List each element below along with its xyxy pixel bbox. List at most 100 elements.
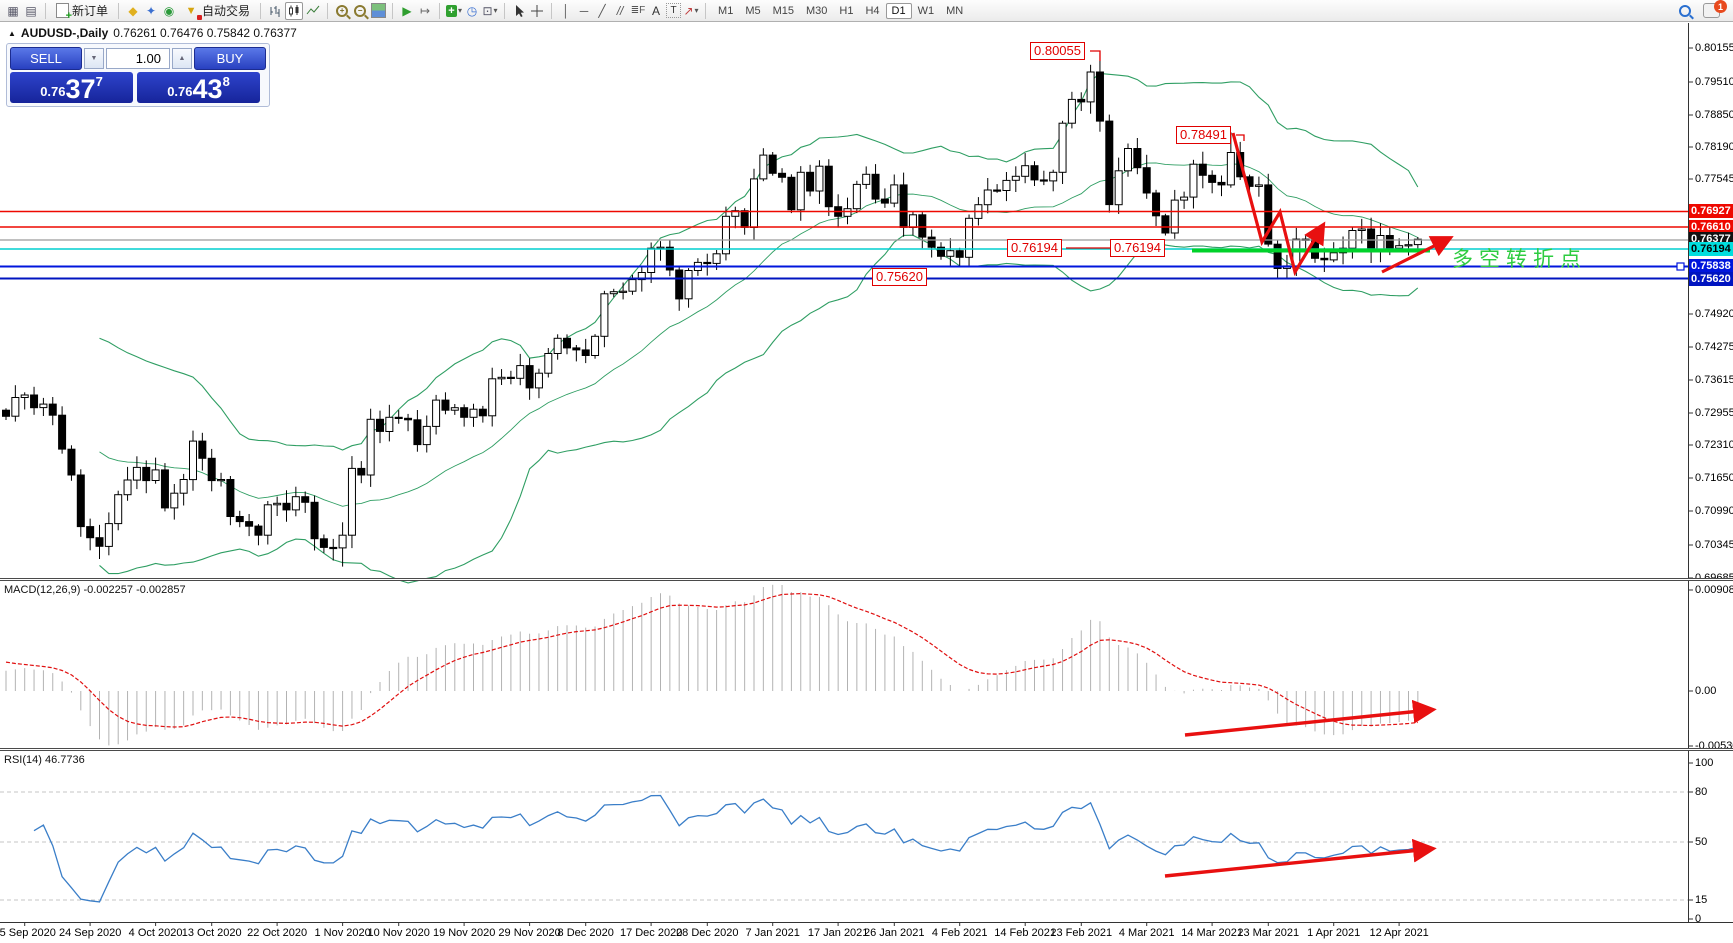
price-callout[interactable]: 0.76194 [1110, 239, 1165, 257]
zoom-out-icon[interactable]: − [352, 3, 368, 19]
collapse-triangle-icon[interactable]: ▲ [8, 28, 16, 38]
date-axis-label[interactable]: 24 Sep 2020 [58, 927, 122, 939]
timeframe-h4[interactable]: H4 [865, 4, 880, 17]
date-axis-label[interactable]: 26 Jan 2021 [863, 927, 925, 939]
turning-point-annotation[interactable]: 多空转折点 [1452, 248, 1587, 271]
auto-scroll-icon[interactable]: ▶ [402, 3, 412, 18]
periods-clock-icon[interactable]: ◷ [466, 3, 478, 18]
date-axis-label[interactable]: 23 Mar 2021 [1237, 927, 1300, 939]
notification-badge: 1 [1714, 0, 1727, 13]
sell-button[interactable]: SELL [10, 47, 82, 70]
cursor-icon[interactable] [511, 3, 527, 19]
vertical-line-tool-icon[interactable]: │ [562, 3, 570, 18]
timeframe-m15[interactable]: M15 [772, 4, 794, 17]
timeframe-m5[interactable]: M5 [745, 4, 761, 17]
auto-trading-button[interactable]: ▼ 自动交易 [179, 1, 254, 20]
date-axis-label[interactable]: 8 Dec 2020 [557, 927, 614, 939]
timeframe-m1[interactable]: M1 [718, 4, 734, 17]
scripts-icon[interactable]: ◆ [128, 3, 138, 18]
timeframe-d1[interactable]: D1 [885, 2, 912, 19]
toolbar-separator [45, 2, 46, 19]
price-callout[interactable]: 0.76194 [1007, 239, 1062, 257]
date-axis-label[interactable]: 7 Jan 2021 [745, 927, 800, 939]
date-axis-label[interactable]: 15 Sep 2020 [0, 927, 56, 939]
signals-icon[interactable]: ◉ [163, 3, 175, 18]
search-icon[interactable] [1677, 3, 1693, 19]
new-order-button[interactable]: 新订单 [52, 1, 112, 22]
buy-price-display[interactable]: 0.76 43 8 [137, 72, 260, 103]
price-axis-label: 0.79510 [1695, 76, 1733, 88]
date-axis-label[interactable]: 10 Nov 2020 [367, 927, 430, 939]
new-order-label: 新订单 [72, 4, 109, 18]
chart-shift-icon[interactable]: ↦ [420, 3, 431, 18]
bar-chart-icon[interactable] [267, 3, 283, 19]
price-level-badge: 0.75620 [1689, 272, 1733, 286]
date-axis-label[interactable]: 17 Jan 2021 [807, 927, 869, 939]
zoom-in-icon[interactable]: + [334, 3, 350, 19]
templates-icon[interactable]: ⊡ ▾ [482, 3, 498, 18]
timeframe-mn[interactable]: MN [946, 4, 964, 17]
macd-pane-separator[interactable] [0, 578, 1733, 581]
buy-button[interactable]: BUY [194, 47, 266, 70]
toolbar-separator [118, 2, 120, 19]
price-axis-label: 0.77545 [1695, 173, 1733, 185]
date-axis-label[interactable]: 14 Feb 2021 [994, 927, 1057, 939]
toolbar-separator [392, 2, 394, 19]
volume-input[interactable] [106, 48, 170, 69]
text-label-tool-icon[interactable]: T [666, 3, 682, 18]
date-axis-label[interactable]: 12 Apr 2021 [1369, 927, 1429, 939]
date-axis-label[interactable]: 13 Oct 2020 [181, 927, 242, 939]
charts-grid-icon[interactable]: ▦ [7, 3, 19, 18]
price-axis-label: 0.72955 [1695, 407, 1733, 419]
indicators-add-icon[interactable]: + ▾ [446, 3, 462, 19]
volume-increase-button[interactable]: ▲ [172, 48, 192, 69]
date-axis-label[interactable]: 28 Dec 2020 [676, 927, 739, 939]
new-order-icon [56, 3, 72, 22]
notifications-icon[interactable]: 1 [1703, 0, 1727, 18]
price-axis-label: 0.73615 [1695, 374, 1733, 386]
toolbar-separator [260, 2, 262, 19]
date-axis-label[interactable]: 4 Feb 2021 [931, 927, 988, 939]
date-axis-label[interactable]: 22 Oct 2020 [247, 927, 308, 939]
ohlc-values: 0.76261 0.76476 0.75842 0.76377 [113, 26, 297, 40]
crosshair-icon[interactable] [529, 3, 545, 19]
toolbar-separator [551, 2, 553, 19]
date-axis-label[interactable]: 29 Nov 2020 [498, 927, 561, 939]
rsi-axis-label: 100 [1695, 757, 1714, 769]
data-window-icon[interactable]: ▤ [25, 3, 37, 18]
rsi-pane-separator[interactable] [0, 748, 1733, 751]
tile-windows-icon[interactable] [370, 3, 386, 19]
volume-decrease-button[interactable]: ▼ [84, 48, 104, 69]
price-callout[interactable]: 0.80055 [1030, 42, 1085, 60]
date-axis-label[interactable]: 4 Oct 2020 [128, 927, 183, 939]
rsi-axis-label: 15 [1695, 894, 1708, 906]
price-axis-label: 0.72310 [1695, 439, 1733, 451]
timeframe-h1[interactable]: H1 [839, 4, 854, 17]
date-axis-label[interactable]: 4 Mar 2021 [1118, 927, 1175, 939]
rsi-axis-label: 0 [1695, 913, 1702, 925]
buy-price-big: 43 [192, 74, 223, 104]
price-callout[interactable]: 0.78491 [1176, 126, 1231, 144]
timeframe-m30[interactable]: M30 [806, 4, 828, 17]
timeframe-group: M1 M5 M15 M30 H1 H4 D1 W1 MN [712, 2, 969, 19]
date-axis-label[interactable]: 19 Nov 2020 [432, 927, 496, 939]
timeframe-w1[interactable]: W1 [917, 4, 935, 17]
price-callout[interactable]: 0.75620 [872, 268, 927, 286]
date-axis-label[interactable]: 17 Dec 2020 [619, 927, 683, 939]
fibonacci-tool-icon[interactable]: ≣F [630, 4, 646, 16]
line-chart-icon[interactable] [305, 3, 321, 19]
horizontal-line-tool-icon[interactable]: ─ [579, 3, 589, 18]
date-axis-label[interactable]: 1 Nov 2020 [314, 927, 371, 939]
date-axis-label[interactable]: 1 Apr 2021 [1307, 927, 1361, 939]
sell-price-display[interactable]: 0.76 37 7 [10, 72, 133, 103]
candlestick-chart-icon[interactable] [285, 1, 304, 20]
metaeditor-icon[interactable]: ✦ [145, 3, 157, 18]
arrows-tool-icon[interactable]: ↗ ▾ [683, 3, 699, 18]
channel-tool-icon[interactable]: // [616, 3, 624, 18]
text-tool-icon[interactable]: A [652, 3, 661, 18]
trendline-tool-icon[interactable]: ╱ [598, 3, 606, 18]
date-axis-label[interactable]: 23 Feb 2021 [1050, 927, 1113, 939]
date-axis-label[interactable]: 14 Mar 2021 [1181, 927, 1244, 939]
